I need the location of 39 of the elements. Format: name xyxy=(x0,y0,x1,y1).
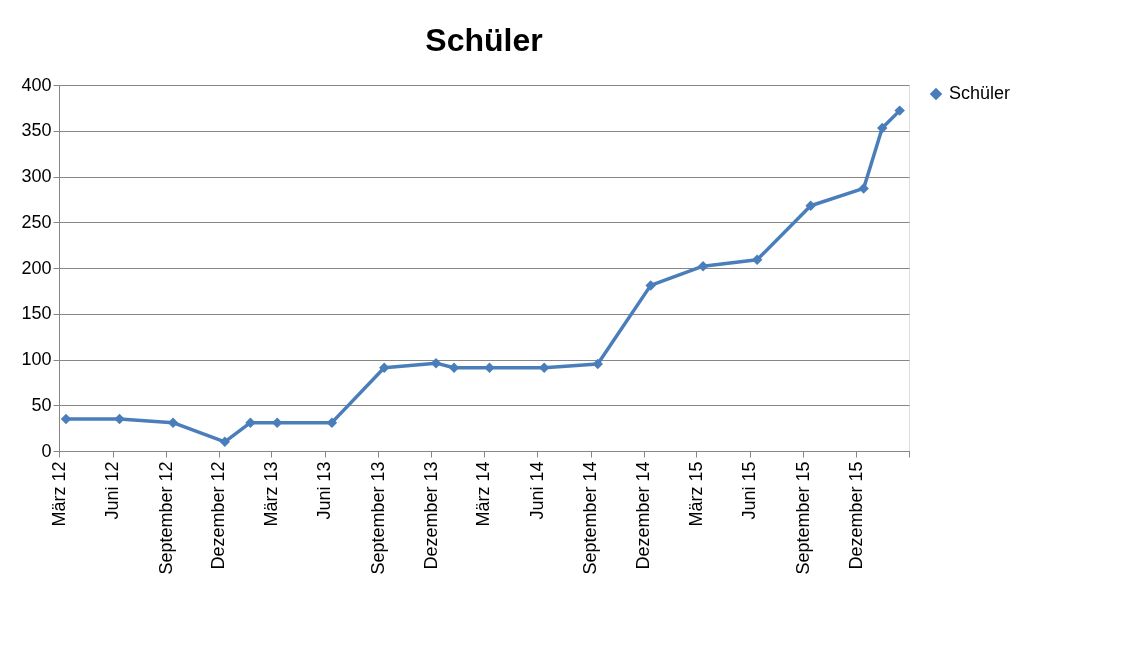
y-tick-label: 50 xyxy=(31,394,52,415)
x-tick-label: März 13 xyxy=(260,461,281,527)
point xyxy=(697,260,709,272)
x-tick-label: Dezember 12 xyxy=(208,461,229,570)
y-tick-label: 350 xyxy=(21,120,52,141)
point xyxy=(894,105,905,116)
x-tick-label: Juni 12 xyxy=(102,461,123,520)
y-tick-label: 250 xyxy=(21,211,52,232)
x-tick-label: Dezember 14 xyxy=(633,461,654,570)
x-tick-label: Juni 15 xyxy=(739,461,760,520)
y-tick-label: 400 xyxy=(21,74,52,95)
y-tick-label: 150 xyxy=(21,303,52,324)
point xyxy=(219,436,231,448)
point xyxy=(858,183,869,194)
x-tick-label: September 12 xyxy=(155,461,176,575)
x-tick-label: Dezember 15 xyxy=(845,461,866,570)
point xyxy=(876,122,888,134)
x-tick-label: September 14 xyxy=(580,461,601,575)
x-tick-label: September 15 xyxy=(792,461,813,575)
x-tick-label: September 13 xyxy=(367,461,388,575)
legend-label: Schüler xyxy=(949,83,1011,103)
point xyxy=(484,362,495,373)
point xyxy=(805,200,816,212)
y-tick-label: 0 xyxy=(41,440,52,461)
point xyxy=(645,280,656,291)
x-tick-label: März 12 xyxy=(48,461,69,527)
x-tick-label: Dezember 13 xyxy=(420,461,441,570)
point xyxy=(114,413,125,425)
x-tick-label: März 14 xyxy=(473,461,494,527)
x-tick-label: Juni 13 xyxy=(314,461,335,520)
point xyxy=(245,417,256,428)
x-tick-label: Juni 14 xyxy=(526,461,547,520)
point xyxy=(592,358,603,370)
point xyxy=(751,254,763,266)
y-tick-label: 300 xyxy=(21,166,52,186)
y-tick-label: 200 xyxy=(21,257,52,278)
x-tick-label: März 15 xyxy=(685,461,706,527)
chart-title: Schüler xyxy=(425,22,543,58)
y-tick-label: 100 xyxy=(21,349,52,369)
